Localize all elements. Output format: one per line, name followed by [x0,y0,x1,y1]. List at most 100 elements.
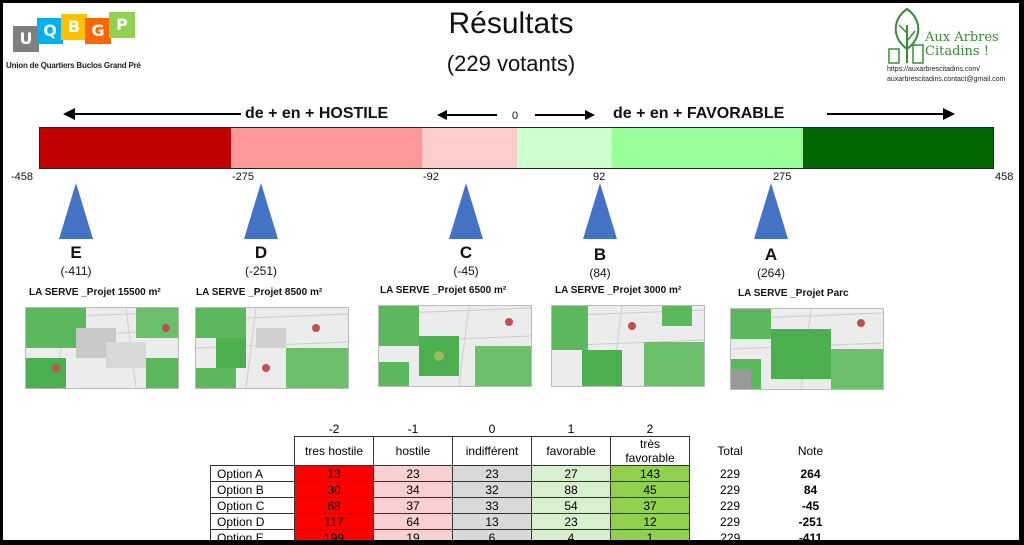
marker-c-triangle-icon [449,183,483,239]
column-header: favorable [531,436,611,466]
total-cell: 229 [719,466,741,481]
results-table-body: Option A 13 23 23 27 143 229 264 Option B 30 34 32 8… [210,465,851,541]
marker-b-triangle-icon [583,183,617,239]
column-header: hostile [373,436,453,466]
vote-count-cell: 143 [610,465,690,482]
vote-count-cell: 12 [610,513,690,530]
option-d-project: LA SERVE _Projet 8500 m² [196,287,323,298]
note-cell: -411 [798,530,823,541]
brand-email: auxarbrescitadins.contact@gmail.com [887,76,1006,83]
column-header: tres hostile [294,436,374,466]
vote-count-cell: 23 [452,465,532,482]
total-cell: 229 [719,514,741,529]
column-header: très favorable [610,436,690,466]
scale-value: -2 [328,421,340,436]
tick-minus-458: -458 [11,171,34,183]
tick-92: 92 [593,171,606,183]
vote-count-cell: 37 [610,497,690,514]
option-e-letter: E [70,243,82,262]
scale-row: -2 -1 0 1 2 [211,421,851,437]
tree-leaf-logo-icon [888,7,924,64]
marker-d-triangle-icon [244,183,278,239]
row-label: Option B [210,481,295,498]
vote-count-cell: 13 [294,465,374,482]
logo-letter-p: P [109,12,135,38]
option-a-map-thumbnail [730,308,884,390]
tick-minus-92: -92 [423,171,439,183]
band-segment-very-hostile [40,128,231,168]
table-row: Option A 13 23 23 27 143 229 264 [210,465,851,482]
option-b-letter: B [593,245,607,264]
option-e-project: LA SERVE _Projet 15500 m² [29,287,161,298]
table-row: Option C 68 37 33 54 37 229 -45 [210,497,851,514]
option-d-map-thumbnail [195,307,349,389]
band-segment-hostile [231,128,422,168]
hostile-left-arrow-icon [63,108,241,120]
vote-count-cell: 68 [294,497,374,514]
vote-count-cell: 23 [531,513,611,530]
tick-275: 275 [773,171,792,183]
page-subtitle: (229 votants) [446,51,576,76]
vote-count-cell: 199 [294,529,374,540]
vote-count-cell: 64 [373,513,453,530]
tick-minus-275: -275 [232,171,255,183]
favorable-right-arrow-icon [827,108,955,120]
table-row: Option E 199 19 6 4 1 229 -411 [210,529,851,541]
marker-e-triangle-icon [59,183,93,239]
note-cell: 264 [800,466,821,481]
brand-contact: https://auxarbrescitadins.com/ auxarbres… [887,65,1005,85]
table-row: Option D 117 64 13 23 12 229 -251 [210,513,851,530]
vote-count-cell: 19 [373,529,453,540]
note-cell: -251 [798,514,823,529]
option-c-map-thumbnail [378,305,532,387]
logo-letter-g: G [85,18,111,44]
vote-count-cell: 88 [531,481,611,498]
note-cell: -45 [801,498,820,513]
vote-count-cell: 4 [531,529,611,540]
option-a-score: (264) [756,266,785,280]
scale-value: -1 [407,421,419,436]
brand-name-line2: Citadins ! [925,44,989,59]
band-segment-slightly-hostile [422,128,517,168]
results-table: -2 -1 0 1 2 tres hostile hostile indiffé… [210,421,851,540]
logo-letter-q: Q [37,18,63,44]
logo-letter-u: U [13,26,39,52]
band-segment-slightly-favorable [517,128,612,168]
option-d-score: (-251) [244,264,277,278]
vote-count-cell: 1 [610,529,690,540]
row-label: Option E [210,529,295,540]
table-row: Option B 30 34 32 88 45 229 84 [210,481,851,498]
option-c-score: (-45) [453,264,479,278]
vote-count-cell: 6 [452,529,532,540]
vote-count-cell: 30 [294,481,374,498]
favorable-label: de + en + FAVORABLE [613,105,785,122]
brand-name: Aux Arbres Citadins ! [925,31,999,59]
option-a-letter: A [764,245,778,264]
total-header: Total [717,444,743,458]
header-row: tres hostile hostile indifférent favorab… [211,436,851,466]
uqbgp-logo: U Q B G P [13,8,143,58]
brand-website: https://auxarbrescitadins.com/ [887,66,980,73]
page-title: Résultats [448,7,574,40]
zero-label: 0 [512,110,519,122]
scale-value: 0 [488,421,496,436]
vote-count-cell: 27 [531,465,611,482]
note-header: Note [797,444,824,458]
marker-a-triangle-icon [754,183,788,239]
option-b-map-thumbnail [551,305,705,387]
option-a-project: LA SERVE _Projet Parc [738,288,849,299]
vote-count-cell: 117 [294,513,374,530]
center-left-arrow-icon [437,110,497,120]
total-cell: 229 [719,498,741,513]
option-d-letter: D [254,243,268,262]
option-c-project: LA SERVE _Projet 6500 m² [380,285,507,296]
results-slide: U Q B G P Union de Quartiers Buclos Gran… [3,3,1019,540]
band-segment-favorable [612,128,803,168]
vote-count-cell: 33 [452,497,532,514]
scale-value: 2 [646,421,654,436]
score-scale-band [39,127,994,169]
row-label: Option A [210,465,295,482]
scale-value: 1 [567,421,575,436]
hostile-label: de + en + HOSTILE [245,105,389,122]
vote-count-cell: 23 [373,465,453,482]
